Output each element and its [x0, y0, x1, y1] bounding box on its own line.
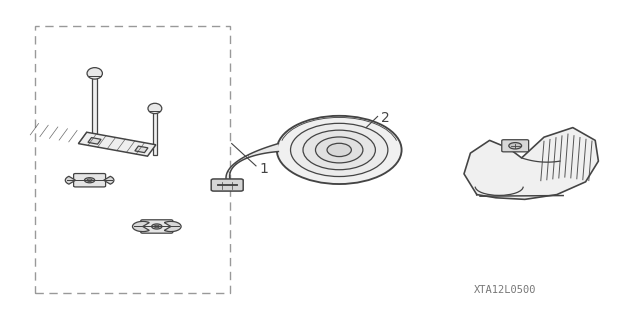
Bar: [92, 73, 97, 134]
Bar: [88, 137, 101, 144]
Circle shape: [152, 224, 162, 229]
Ellipse shape: [87, 68, 102, 79]
FancyBboxPatch shape: [74, 174, 106, 187]
Bar: [135, 146, 148, 152]
Ellipse shape: [327, 143, 351, 157]
Ellipse shape: [277, 116, 402, 184]
Ellipse shape: [316, 137, 363, 163]
Circle shape: [87, 179, 92, 182]
FancyBboxPatch shape: [502, 140, 529, 152]
Wedge shape: [104, 176, 114, 184]
Bar: [152, 108, 157, 155]
Ellipse shape: [291, 123, 388, 176]
Circle shape: [154, 225, 159, 228]
FancyBboxPatch shape: [211, 179, 243, 191]
Polygon shape: [226, 144, 278, 187]
Ellipse shape: [148, 103, 162, 114]
Text: 2: 2: [381, 111, 390, 125]
Wedge shape: [65, 176, 76, 184]
Ellipse shape: [303, 130, 376, 170]
Circle shape: [509, 143, 522, 149]
Polygon shape: [78, 132, 156, 156]
Text: 1: 1: [259, 162, 268, 176]
Circle shape: [84, 178, 95, 183]
Wedge shape: [132, 221, 149, 232]
Polygon shape: [464, 128, 598, 199]
FancyBboxPatch shape: [141, 220, 173, 233]
Text: XTA12L0500: XTA12L0500: [474, 285, 537, 295]
Wedge shape: [164, 221, 181, 232]
